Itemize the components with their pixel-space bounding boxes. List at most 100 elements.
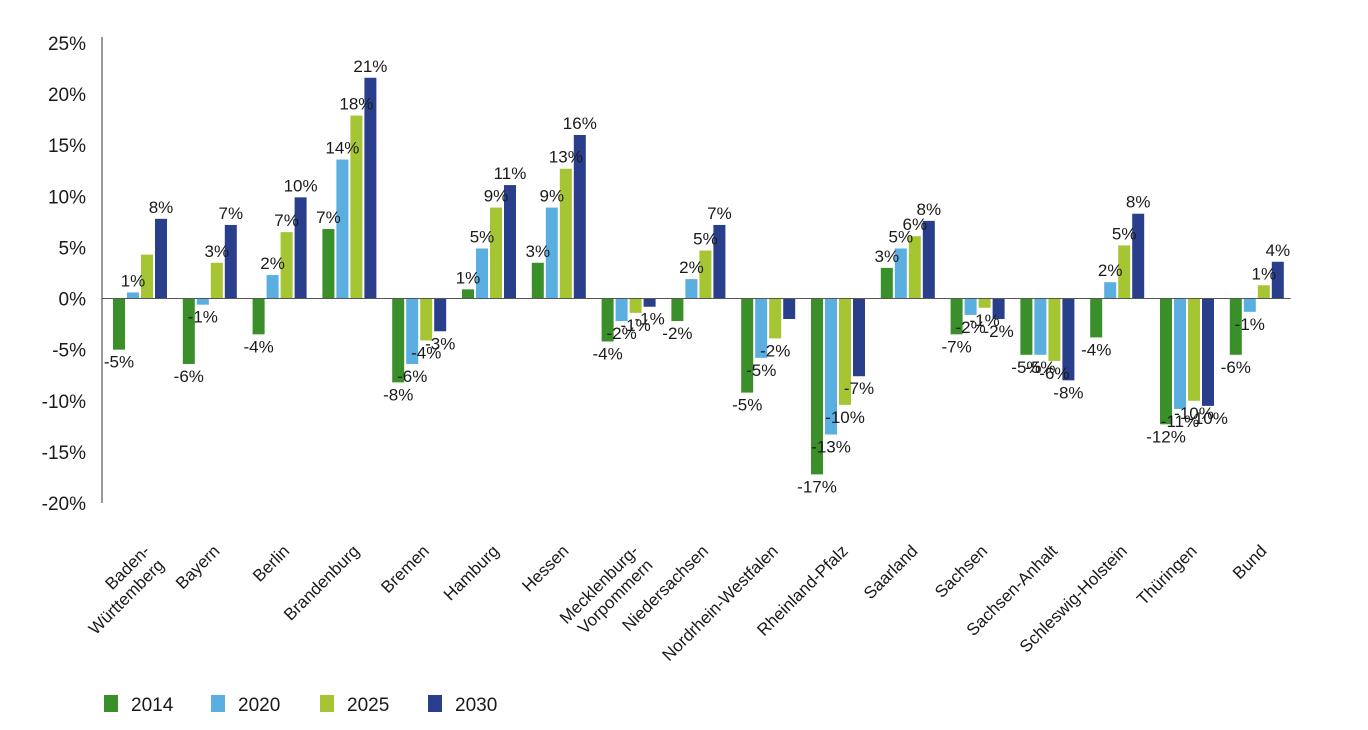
data-label: 7% <box>274 211 299 230</box>
bar-2030 <box>434 298 447 332</box>
bar-2025 <box>1257 285 1270 299</box>
legend-swatch-2020 <box>211 695 225 712</box>
bar-2025 <box>769 298 782 339</box>
bar-2025 <box>1188 298 1200 401</box>
bar-2014 <box>113 298 125 350</box>
bar-2030 <box>1132 213 1145 299</box>
bar-2020 <box>406 298 419 364</box>
data-label: -4% <box>592 344 622 363</box>
bar-2030 <box>364 77 377 299</box>
data-label: 8% <box>149 198 174 217</box>
bar-2020 <box>336 159 349 299</box>
data-label: 7% <box>219 204 244 223</box>
bar-2030 <box>573 135 586 299</box>
data-label: -6% <box>174 367 204 386</box>
y-tick-label: 25% <box>48 34 86 55</box>
bar-2014 <box>1020 298 1033 355</box>
data-label: -1% <box>188 308 218 327</box>
data-label: -2% <box>760 341 790 360</box>
bar-2014 <box>1160 298 1172 425</box>
bar-2025 <box>559 168 572 299</box>
data-label: 6% <box>903 215 928 234</box>
data-label: 7% <box>316 208 341 227</box>
y-tick-label: -20% <box>42 494 86 515</box>
data-label: 5% <box>470 227 495 246</box>
bar-2020 <box>825 298 837 435</box>
data-label: 16% <box>563 114 597 133</box>
legend-label: 2014 <box>131 695 174 716</box>
data-label: 5% <box>1112 224 1137 243</box>
bar-2020 <box>755 298 768 358</box>
bar-2030 <box>853 298 865 377</box>
bar-2014 <box>322 229 335 299</box>
bar-2020 <box>1174 298 1186 409</box>
data-label: -17% <box>797 477 837 496</box>
y-tick-label: -15% <box>42 443 86 464</box>
data-label: -12% <box>1146 427 1186 446</box>
data-label: -1% <box>620 316 650 335</box>
category-label: Sachsen <box>931 541 991 601</box>
data-label: 9% <box>484 187 509 206</box>
data-labels: -5% 1% 8% -6% -1% 3% 7% -4% 2% 7% 10% 7% 14% 18% 21% -8… <box>104 57 1290 497</box>
bar-2014 <box>811 298 823 475</box>
data-label: 9% <box>540 187 565 206</box>
category-label: Hessen <box>518 541 572 595</box>
legend-swatch-2030 <box>428 695 442 712</box>
bar-2030 <box>1062 298 1075 381</box>
bar-2025 <box>839 298 851 405</box>
data-label: -2% <box>955 318 985 337</box>
data-label: 10% <box>284 176 318 195</box>
data-label: -5% <box>1025 358 1055 377</box>
y-tick-label: 0% <box>59 290 87 311</box>
bar-2020 <box>127 292 139 299</box>
category-label: Hamburg <box>440 541 503 604</box>
bar-2014 <box>880 267 893 299</box>
data-label: -4% <box>243 337 273 356</box>
legend: 2014 2020 2025 2030 <box>104 695 497 716</box>
legend-swatch-2014 <box>104 695 118 712</box>
y-tick-label: -5% <box>52 341 86 362</box>
data-label: 5% <box>693 230 718 249</box>
y-tick-label: 15% <box>48 136 86 157</box>
bar-2030 <box>1271 261 1284 299</box>
bar-2025 <box>280 232 293 299</box>
legend-swatch-2025 <box>320 695 334 712</box>
data-label: -2% <box>606 324 636 343</box>
bar-2025 <box>490 207 502 299</box>
bar-2014 <box>182 298 195 364</box>
data-label: -5% <box>1011 358 1041 377</box>
data-label: -5% <box>104 353 134 372</box>
data-label: -6% <box>1221 358 1251 377</box>
data-label: -8% <box>1053 383 1083 402</box>
bar-2025 <box>420 298 433 341</box>
bar-2014 <box>671 298 684 322</box>
bar-2014 <box>1229 298 1242 355</box>
data-label: 4% <box>1266 241 1291 260</box>
bar-2020 <box>894 248 907 299</box>
bar-2025 <box>699 250 712 299</box>
bar-2020 <box>1243 298 1256 312</box>
bar-2025 <box>210 262 223 299</box>
bar-2014 <box>1090 298 1103 338</box>
bar-2014 <box>392 298 405 383</box>
y-tick-label: -10% <box>42 392 86 413</box>
data-label: 8% <box>917 200 942 219</box>
bar-2030 <box>224 224 237 299</box>
data-label: 18% <box>339 95 373 114</box>
data-label: 13% <box>549 148 583 167</box>
data-label: -3% <box>425 334 455 353</box>
bar-2020 <box>1104 282 1117 299</box>
data-label: 1% <box>1252 264 1277 283</box>
bar-2014 <box>252 298 265 335</box>
data-label: 3% <box>875 247 900 266</box>
data-label: 3% <box>205 242 230 261</box>
bars <box>113 77 1284 475</box>
data-label: -10% <box>1174 404 1214 423</box>
bar-2014 <box>531 262 544 299</box>
bar-2030 <box>504 185 516 299</box>
data-label: -11% <box>1161 412 1199 431</box>
data-label: -7% <box>844 379 874 398</box>
bar-2020 <box>1034 298 1047 355</box>
data-label: 3% <box>526 242 551 261</box>
category-label: Thüringen <box>1133 541 1201 609</box>
